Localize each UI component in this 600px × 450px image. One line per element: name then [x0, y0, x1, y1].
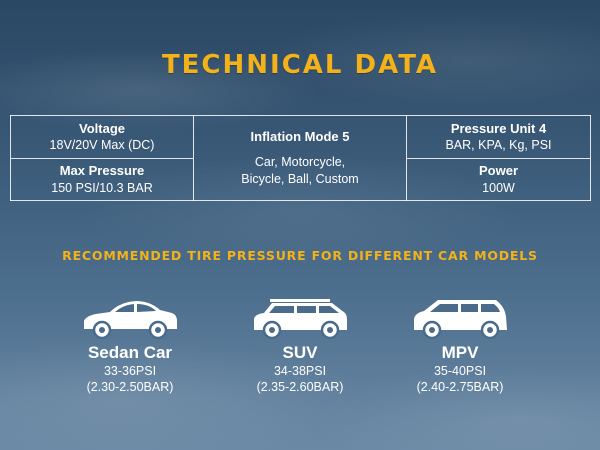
voltage-value: 18V/20V Max (DC) — [49, 138, 155, 153]
max-pressure-label: Max Pressure — [59, 163, 145, 179]
inflation-mode-value-1: Car, Motorcycle, — [254, 154, 346, 169]
car-item-mpv: MPV 35-40PSI (2.40-2.75BAR) — [385, 295, 535, 396]
car-name: MPV — [441, 343, 479, 362]
car-psi: 33-36PSI — [103, 364, 157, 378]
page-title: TECHNICAL DATA — [161, 50, 439, 80]
car-psi: 34-38PSI — [273, 364, 327, 378]
car-bar: (2.30-2.50BAR) — [86, 380, 174, 395]
sedan-icon — [84, 301, 177, 339]
car-bar: (2.40-2.75BAR) — [416, 380, 504, 395]
car-name: Sedan Car — [87, 343, 173, 362]
max-pressure-value: 150 PSI/10.3 BAR — [51, 180, 153, 195]
pressure-unit-cell: Pressure Unit 4 BAR, KPA, Kg, PSI — [406, 115, 591, 159]
max-pressure-cell: Max Pressure 150 PSI/10.3 BAR — [10, 157, 194, 201]
voltage-cell: Voltage 18V/20V Max (DC) — [10, 115, 194, 159]
power-label: Power — [478, 163, 518, 179]
inflation-mode-cell: Inflation Mode 5 Car, Motorcycle, Bicycl… — [193, 115, 407, 201]
pressure-unit-value: BAR, KPA, Kg, PSI — [445, 138, 552, 153]
pressure-unit-label: Pressure Unit 4 — [450, 120, 547, 136]
car-item-suv: SUV 34-38PSI (2.35-2.60BAR) — [225, 295, 375, 396]
mpv-icon — [414, 300, 507, 339]
car-list: Sedan Car 33-36PSI (2.30-2.50BAR) SUV 34… — [0, 295, 600, 395]
spec-table: Voltage 18V/20V Max (DC) Inflation Mode … — [10, 115, 591, 201]
car-item-sedan: Sedan Car 33-36PSI (2.30-2.50BAR) — [55, 295, 205, 396]
car-bar: (2.35-2.60BAR) — [256, 380, 344, 395]
power-cell: Power 100W — [406, 157, 591, 201]
suv-icon — [254, 299, 347, 339]
inflation-mode-label: Inflation Mode 5 — [250, 129, 350, 145]
voltage-label: Voltage — [79, 120, 125, 136]
power-value: 100W — [482, 180, 515, 195]
car-psi: 35-40PSI — [433, 364, 487, 378]
section-subtitle: RECOMMENDED TIRE PRESSURE FOR DIFFERENT … — [62, 248, 538, 263]
car-name: SUV — [282, 343, 318, 362]
inflation-mode-value-2: Bicycle, Ball, Custom — [241, 171, 359, 186]
